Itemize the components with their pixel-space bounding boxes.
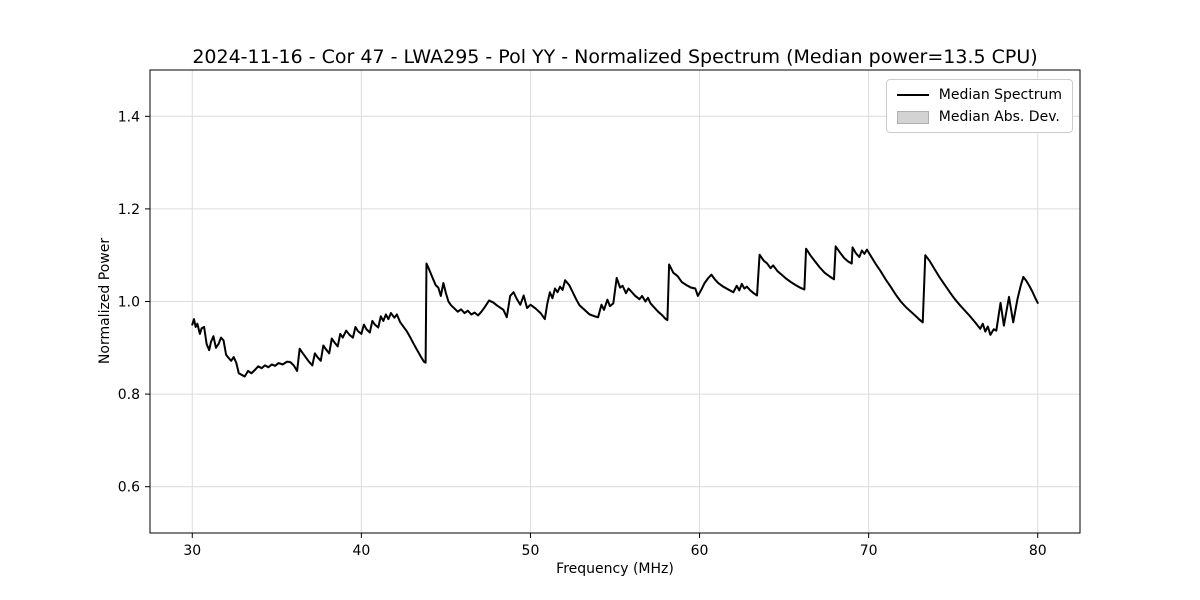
legend-item-median-abs-dev: Median Abs. Dev. <box>896 109 1062 125</box>
patch-sample-icon <box>896 110 929 124</box>
y-tick-label-0.6: 0.6 <box>118 480 140 496</box>
x-tick-label-40: 40 <box>352 543 370 559</box>
y-tick-label-1.4: 1.4 <box>118 109 140 125</box>
x-tick-label-50: 50 <box>522 543 540 559</box>
x-tick-label-30: 30 <box>183 543 201 559</box>
x-tick-label-80: 80 <box>1029 543 1047 559</box>
y-tick-label-0.8: 0.8 <box>118 387 140 403</box>
legend-label-median-abs-dev: Median Abs. Dev. <box>938 109 1060 125</box>
x-tick-label-70: 70 <box>860 543 878 559</box>
x-axis-label: Frequency (MHz) <box>556 561 674 577</box>
x-tick-label-60: 60 <box>691 543 709 559</box>
spectrum-line <box>191 245 1039 378</box>
legend-item-median-spectrum: Median Spectrum <box>896 87 1062 103</box>
chart-title: 2024-11-16 - Cor 47 - LWA295 - Pol YY - … <box>192 46 1038 68</box>
legend-label-median-spectrum: Median Spectrum <box>938 87 1062 103</box>
legend: Median Spectrum Median Abs. Dev. <box>885 79 1073 133</box>
y-tick-label-1.2: 1.2 <box>118 202 140 218</box>
y-tick-label-1.0: 1.0 <box>118 295 140 311</box>
line-sample-icon <box>896 94 929 96</box>
